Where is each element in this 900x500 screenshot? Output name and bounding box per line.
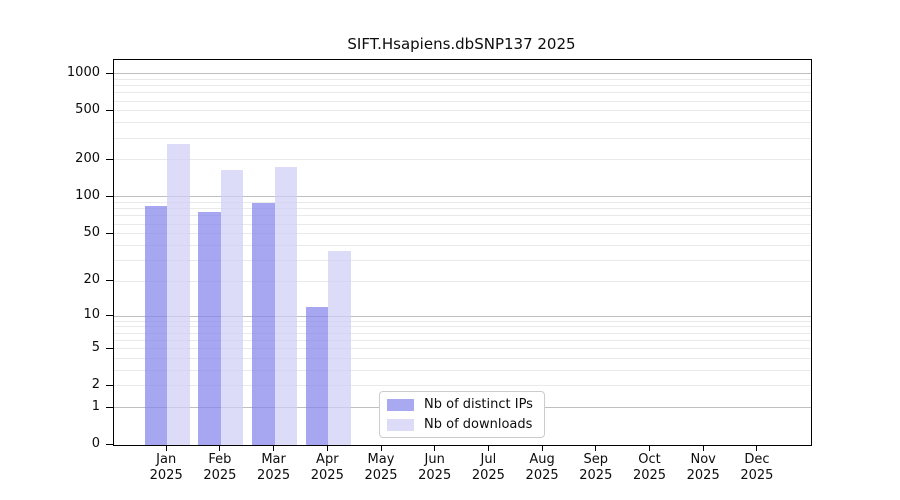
bar-nb-of-downloads-feb-2025 — [220, 170, 244, 445]
x-tick-jun-2025 — [434, 445, 436, 451]
gridline-2 — [114, 385, 811, 387]
y-tick-50 — [106, 232, 113, 234]
x-tick-dec-2025 — [756, 445, 758, 451]
bar-nb-of-distinct-ips-feb-2025 — [198, 211, 221, 445]
y-tick-20 — [106, 280, 113, 282]
y-tick-1000 — [106, 72, 113, 74]
y-tick-0 — [106, 444, 113, 445]
bar-nb-of-downloads-mar-2025 — [274, 167, 298, 445]
x-tick-label-mar-2025: Mar 2025 — [257, 452, 291, 483]
legend-label-downloads: Nb of downloads — [424, 416, 533, 432]
legend-swatch-distinct-ips-icon — [387, 398, 414, 411]
gridline-700 — [114, 92, 811, 94]
y-tick-label-20: 20 — [83, 272, 100, 288]
gridline-800 — [114, 85, 811, 87]
x-tick-label-may-2025: May 2025 — [364, 452, 398, 483]
gridline-70 — [114, 215, 811, 217]
y-tick-label-1: 1 — [91, 398, 100, 414]
bar-nb-of-downloads-apr-2025 — [328, 250, 351, 445]
gridline-3 — [114, 369, 811, 371]
gridline-90 — [114, 202, 811, 204]
x-tick-label-aug-2025: Aug 2025 — [525, 452, 559, 483]
gridline-100 — [114, 196, 811, 198]
x-tick-label-dec-2025: Dec 2025 — [740, 452, 774, 483]
bar-nb-of-distinct-ips-mar-2025 — [252, 203, 275, 445]
x-tick-aug-2025 — [541, 445, 543, 451]
x-tick-label-feb-2025: Feb 2025 — [203, 452, 237, 483]
y-tick-label-1000: 1000 — [66, 64, 100, 80]
x-tick-label-sep-2025: Sep 2025 — [579, 452, 613, 483]
y-tick-label-100: 100 — [75, 187, 100, 203]
gridline-1000 — [114, 73, 811, 75]
y-tick-100 — [106, 195, 113, 197]
bar-nb-of-distinct-ips-jan-2025 — [144, 205, 168, 445]
x-tick-label-nov-2025: Nov 2025 — [686, 452, 720, 483]
x-tick-jul-2025 — [487, 445, 489, 451]
y-tick-label-50: 50 — [83, 224, 100, 240]
y-tick-500 — [106, 109, 113, 111]
gridline-50 — [114, 233, 811, 235]
gridline-200 — [114, 159, 811, 161]
x-tick-oct-2025 — [649, 445, 650, 451]
y-tick-10 — [106, 315, 113, 317]
x-tick-label-jun-2025: Jun 2025 — [418, 452, 452, 483]
y-tick-1 — [106, 406, 113, 408]
x-tick-apr-2025 — [326, 445, 328, 451]
y-tick-label-2: 2 — [91, 376, 100, 392]
chart-title: SIFT.Hsapiens.dbSNP137 2025 — [347, 35, 576, 53]
legend-swatch-downloads-icon — [387, 418, 414, 431]
x-tick-jan-2025 — [165, 445, 167, 451]
gridline-40 — [114, 244, 811, 246]
x-tick-feb-2025 — [219, 445, 221, 451]
x-tick-label-oct-2025: Oct 2025 — [632, 452, 667, 483]
bar-nb-of-distinct-ips-apr-2025 — [305, 307, 329, 445]
legend: Nb of distinct IPs Nb of downloads — [379, 391, 545, 438]
x-tick-nov-2025 — [702, 445, 704, 451]
gridline-20 — [114, 280, 811, 282]
gridline-5 — [114, 348, 811, 350]
gridline-30 — [114, 259, 811, 261]
gridline-7 — [114, 332, 811, 334]
bar-nb-of-downloads-jan-2025 — [167, 143, 190, 445]
gridline-600 — [114, 100, 811, 102]
gridline-60 — [114, 223, 811, 225]
y-tick-label-200: 200 — [75, 150, 100, 166]
gridline-900 — [114, 78, 811, 80]
gridline-300 — [114, 137, 811, 139]
y-tick-label-5: 5 — [91, 339, 100, 355]
gridline-9 — [114, 320, 811, 322]
legend-item-distinct-ips: Nb of distinct IPs — [387, 396, 544, 414]
gridline-10 — [114, 315, 811, 317]
y-tick-label-500: 500 — [75, 101, 100, 117]
y-tick-2 — [106, 384, 113, 386]
legend-item-downloads: Nb of downloads — [387, 416, 544, 434]
x-tick-label-jan-2025: Jan 2025 — [149, 452, 183, 483]
gridline-8 — [114, 326, 811, 328]
y-tick-label-0: 0 — [91, 436, 100, 451]
x-tick-sep-2025 — [595, 445, 597, 451]
gridline-80 — [114, 208, 811, 210]
x-tick-may-2025 — [380, 445, 382, 451]
y-tick-200 — [106, 158, 113, 160]
x-tick-label-jul-2025: Jul 2025 — [471, 452, 505, 483]
plot-area: Nb of distinct IPs Nb of downloads — [113, 59, 812, 446]
gridline-4 — [114, 357, 811, 359]
gridline-500 — [114, 110, 811, 112]
legend-label-distinct-ips: Nb of distinct IPs — [424, 396, 533, 412]
x-tick-mar-2025 — [273, 445, 275, 451]
y-tick-label-10: 10 — [83, 307, 100, 323]
gridline-6 — [114, 339, 811, 341]
x-tick-label-apr-2025: Apr 2025 — [310, 452, 344, 483]
y-tick-5 — [106, 347, 113, 349]
gridline-400 — [114, 122, 811, 124]
